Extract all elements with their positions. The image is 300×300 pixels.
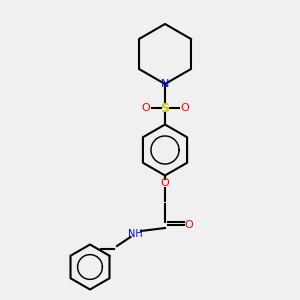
Text: O: O xyxy=(180,103,189,113)
Text: O: O xyxy=(184,220,194,230)
Text: N: N xyxy=(161,79,169,89)
Text: O: O xyxy=(141,103,150,113)
Text: S: S xyxy=(160,101,169,115)
Text: NH: NH xyxy=(128,229,142,239)
Text: O: O xyxy=(160,178,169,188)
